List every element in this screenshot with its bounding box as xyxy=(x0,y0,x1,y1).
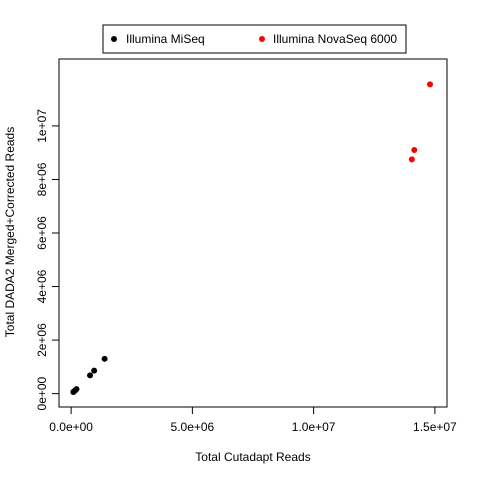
legend-box xyxy=(102,24,407,54)
plot-frame xyxy=(58,58,448,408)
data-point-series-1 xyxy=(411,147,418,154)
data-points xyxy=(70,81,434,396)
legend-label-series-0: Illumina MiSeq xyxy=(126,32,205,46)
y-tick-label: 8e+06 xyxy=(35,162,49,196)
x-tick-label: 1.0e+07 xyxy=(292,420,336,434)
data-point-series-0 xyxy=(91,367,98,374)
data-point-series-0 xyxy=(87,372,94,379)
x-axis-title: Total Cutadapt Reads xyxy=(195,450,310,464)
x-tick-label: 1.5e+07 xyxy=(413,420,457,434)
x-tick-label: 0.0e+00 xyxy=(49,420,93,434)
x-tick-label: 5.0e+06 xyxy=(171,420,215,434)
y-tick-label: 2e+06 xyxy=(35,323,49,357)
y-tick-label: 0e+00 xyxy=(35,376,49,410)
y-tick-label: 6e+06 xyxy=(35,216,49,250)
legend-marker-series-1 xyxy=(259,36,265,42)
data-point-series-0 xyxy=(101,355,108,362)
data-point-series-0 xyxy=(73,386,80,393)
legend-label-series-1: Illumina NovaSeq 6000 xyxy=(273,32,397,46)
legend-marker-series-0 xyxy=(111,36,117,42)
y-axis-title: Total DADA2 Merged+Corrected Reads xyxy=(3,127,17,337)
data-point-series-1 xyxy=(427,81,434,88)
legend: Illumina MiSeq Illumina NovaSeq 6000 xyxy=(102,24,407,54)
y-tick-label: 1e+07 xyxy=(35,109,49,143)
x-axis: 0.0e+00 5.0e+06 1.0e+07 1.5e+07 xyxy=(49,406,457,434)
data-point-series-1 xyxy=(408,156,415,163)
y-axis: 0e+00 2e+06 4e+06 6e+06 8e+06 1e+07 xyxy=(35,109,60,410)
y-tick-label: 4e+06 xyxy=(35,269,49,303)
